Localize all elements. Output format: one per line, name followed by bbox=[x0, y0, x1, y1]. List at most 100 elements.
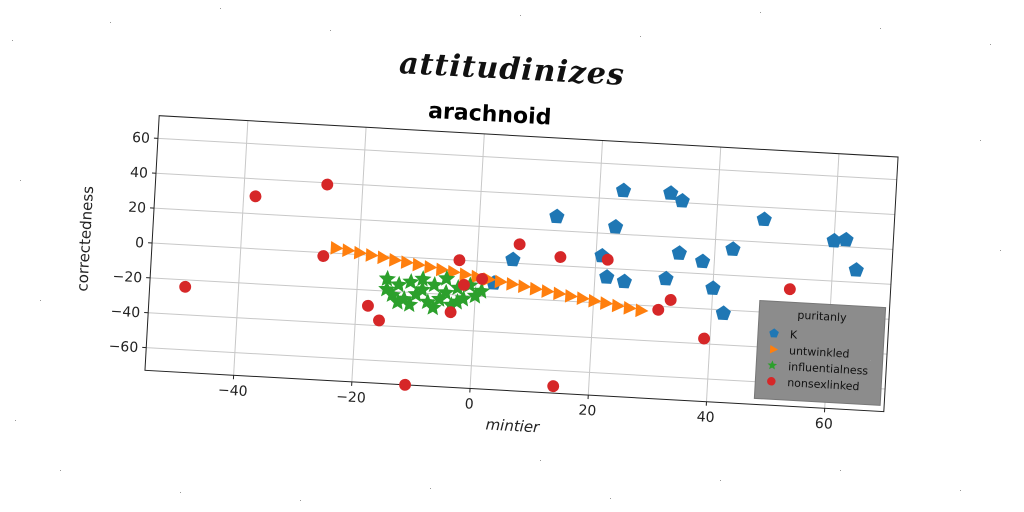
point-untwinkled bbox=[541, 284, 555, 298]
point-nonsexlinked bbox=[783, 283, 796, 296]
point-nonsexlinked bbox=[513, 238, 526, 251]
point-k bbox=[705, 280, 721, 296]
point-untwinkled bbox=[330, 240, 344, 255]
noise-speck bbox=[870, 360, 871, 361]
point-influentialness bbox=[378, 280, 396, 297]
point-nonsexlinked bbox=[664, 294, 677, 306]
point-untwinkled bbox=[494, 274, 508, 289]
point-nonsexlinked bbox=[362, 299, 374, 312]
point-influentialness bbox=[414, 270, 432, 287]
noise-speck bbox=[180, 492, 181, 493]
point-nonsexlinked bbox=[458, 278, 470, 291]
y-tick-label: 0 bbox=[135, 235, 145, 251]
point-k bbox=[838, 231, 854, 247]
noise-speck bbox=[110, 22, 111, 23]
point-untwinkled bbox=[447, 264, 461, 279]
point-influentialness bbox=[448, 293, 466, 310]
point-untwinkled bbox=[353, 245, 368, 260]
legend-label-nonsexlinked: nonsexlinked bbox=[787, 376, 860, 393]
point-untwinkled bbox=[389, 252, 403, 267]
point-nonsexlinked bbox=[453, 254, 466, 267]
point-untwinkled bbox=[529, 281, 543, 296]
noise-speck bbox=[640, 36, 641, 37]
point-influentialness bbox=[449, 279, 467, 296]
point-untwinkled bbox=[424, 260, 438, 274]
point-k bbox=[826, 232, 842, 248]
point-nonsexlinked bbox=[601, 253, 614, 266]
point-influentialness bbox=[466, 287, 484, 304]
point-k bbox=[671, 245, 687, 260]
point-untwinkled bbox=[600, 296, 614, 310]
point-nonsexlinked bbox=[444, 306, 457, 319]
point-influentialness bbox=[419, 293, 437, 310]
point-untwinkled bbox=[635, 303, 649, 318]
point-k bbox=[756, 211, 772, 227]
point-untwinkled bbox=[435, 262, 450, 277]
point-untwinkled bbox=[564, 289, 579, 303]
point-nonsexlinked bbox=[321, 178, 334, 191]
noise-speck bbox=[520, 15, 521, 16]
noise-speck bbox=[330, 30, 331, 31]
point-nonsexlinked bbox=[317, 250, 330, 263]
noise-speck bbox=[540, 460, 541, 461]
point-nonsexlinked bbox=[399, 378, 411, 391]
point-nonsexlinked bbox=[698, 332, 711, 345]
noise-speck bbox=[220, 8, 221, 9]
point-k bbox=[615, 182, 632, 198]
legend: puritanly Kuntwinkledinfluentialnessnons… bbox=[753, 299, 887, 406]
y-tick-label: −20 bbox=[112, 269, 142, 287]
chart-container: arachnoid −40 −20 0 20 40 60 −60 −40 −20 0 20 40 60 … bbox=[50, 76, 950, 505]
y-tick-label: −40 bbox=[110, 304, 140, 322]
axis-ticks: −40 −20 0 20 40 60 −60 −40 −20 0 20 40 60 bbox=[108, 130, 833, 433]
point-influentialness bbox=[390, 275, 408, 293]
y-grid-line bbox=[155, 172, 895, 216]
point-influentialness bbox=[378, 269, 396, 287]
point-k bbox=[608, 218, 624, 234]
point-influentialness bbox=[425, 276, 444, 293]
x-tick-label: −20 bbox=[336, 389, 366, 407]
legend-marker-nonsexlinked bbox=[767, 377, 776, 386]
point-influentialness bbox=[407, 285, 425, 303]
x-tick-label: 40 bbox=[696, 409, 715, 426]
y-tick-label: 20 bbox=[128, 200, 147, 217]
y-tick-label: 60 bbox=[132, 130, 151, 147]
x-tick-label: 0 bbox=[464, 396, 474, 412]
point-influentialness bbox=[431, 290, 449, 307]
noise-speck bbox=[960, 490, 961, 491]
legend-label-k: K bbox=[790, 328, 799, 341]
point-nonsexlinked bbox=[373, 314, 385, 327]
point-untwinkled bbox=[588, 293, 602, 308]
grid bbox=[146, 120, 897, 409]
noise-speck bbox=[40, 300, 41, 301]
noise-speck bbox=[15, 420, 16, 421]
noise-speck bbox=[990, 44, 991, 45]
point-nonsexlinked bbox=[652, 303, 665, 316]
point-influentialness bbox=[389, 293, 407, 310]
point-untwinkled bbox=[412, 257, 426, 272]
point-untwinkled bbox=[342, 243, 356, 257]
point-influentialness bbox=[438, 269, 456, 287]
x-axis-label: mintier bbox=[485, 415, 540, 436]
point-untwinkled bbox=[459, 267, 473, 282]
point-k bbox=[725, 241, 741, 256]
point-untwinkled bbox=[553, 286, 567, 301]
point-nonsexlinked bbox=[249, 190, 262, 203]
legend-marker-untwinkled bbox=[769, 344, 779, 354]
noise-speck bbox=[880, 28, 881, 29]
point-influentialness bbox=[424, 298, 442, 316]
point-k bbox=[663, 185, 679, 201]
point-untwinkled bbox=[506, 277, 520, 291]
legend-marker-k bbox=[769, 328, 779, 338]
point-untwinkled bbox=[365, 248, 379, 262]
point-untwinkled bbox=[518, 279, 532, 294]
legend-marker-influentialness bbox=[767, 360, 778, 370]
y-tick-label: 40 bbox=[130, 165, 149, 182]
noise-speck bbox=[840, 470, 841, 471]
noise-speck bbox=[610, 498, 611, 499]
point-nonsexlinked bbox=[547, 380, 560, 393]
y-tick-label: −60 bbox=[108, 339, 138, 357]
noise-speck bbox=[720, 480, 721, 481]
legend-label-untwinkled: untwinkled bbox=[789, 344, 850, 360]
noise-speck bbox=[20, 180, 21, 181]
